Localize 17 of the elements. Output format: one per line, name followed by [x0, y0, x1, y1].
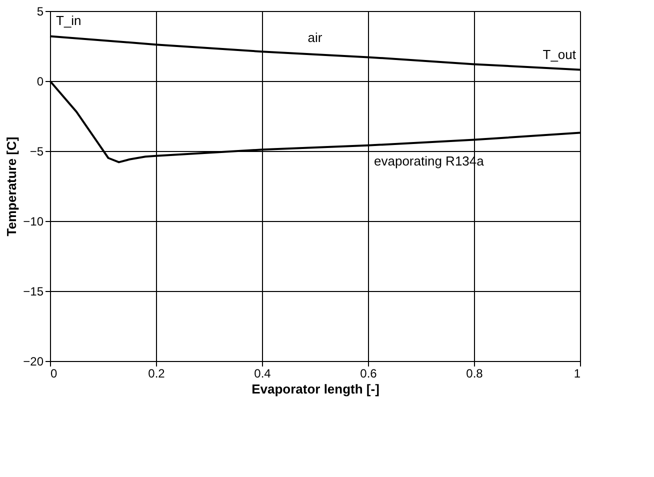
- y-tick-label: −15: [23, 284, 44, 298]
- y-tick-label: −10: [23, 214, 44, 228]
- x-tick-label: 1: [574, 366, 581, 380]
- x-tick-label: 0.8: [466, 366, 484, 380]
- y-axis-title: Temperature [C]: [4, 136, 20, 236]
- y-tick-label: −20: [23, 354, 44, 368]
- annotation: air: [308, 30, 323, 45]
- y-tick-label: 0: [36, 74, 44, 88]
- x-tick-label: 0.6: [360, 366, 378, 380]
- annotation: T_in: [56, 13, 82, 28]
- y-tick-label: −5: [30, 144, 44, 158]
- x-tick-label: 0: [50, 366, 58, 380]
- y-tick-label: 5: [36, 4, 44, 18]
- x-axis-title: Evaporator length [-]: [252, 382, 380, 396]
- x-tick-label: 0.4: [254, 366, 272, 380]
- x-tick-label: 0.2: [148, 366, 166, 380]
- annotation: T_out: [542, 46, 576, 62]
